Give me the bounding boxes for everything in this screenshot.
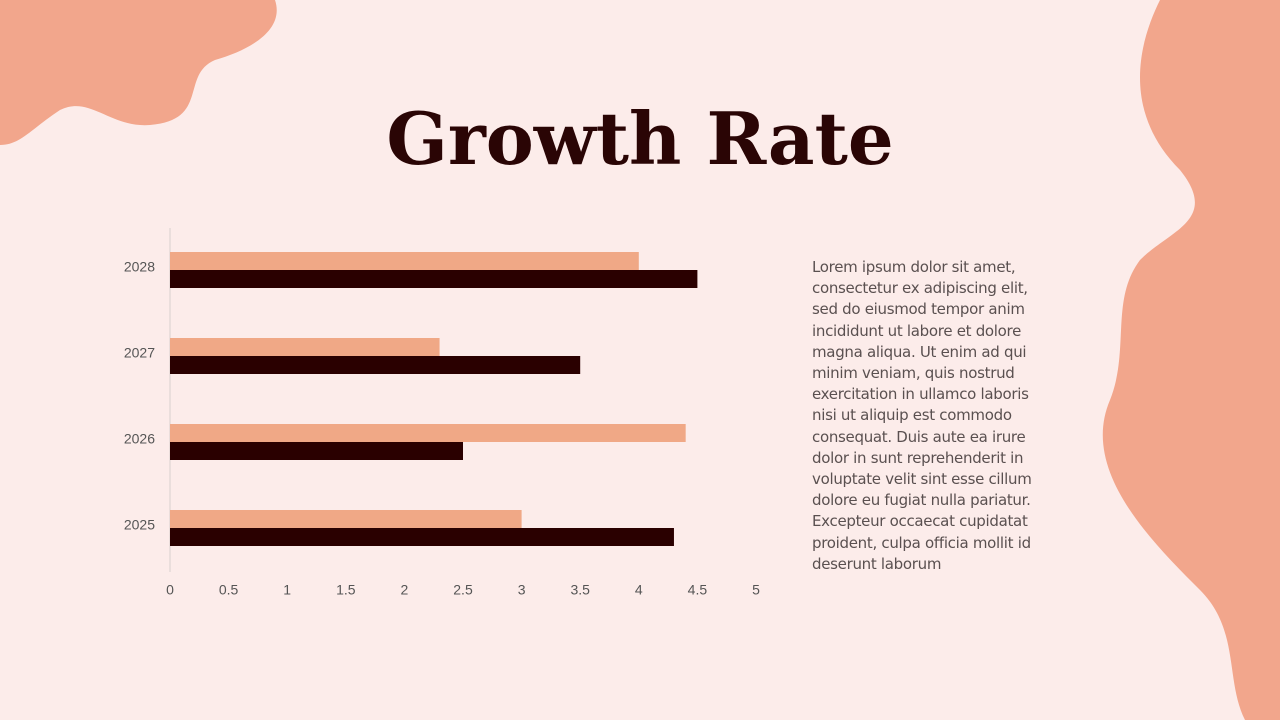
bar <box>170 338 440 356</box>
bar <box>170 356 581 374</box>
bar <box>170 442 463 460</box>
bar <box>170 510 522 528</box>
y-tick-label: 2028 <box>124 259 155 275</box>
chart-title: Growth Rate <box>386 96 893 181</box>
x-tick-label: 4 <box>635 582 643 598</box>
x-tick-label: 2.5 <box>453 582 473 598</box>
body-text: Lorem ipsum dolor sit amet, consectetur … <box>812 258 1032 573</box>
x-tick-label: 0.5 <box>219 582 239 598</box>
decor-blob <box>1102 0 1280 720</box>
bar <box>170 424 686 442</box>
bar <box>170 252 639 270</box>
x-tick-label: 2 <box>401 582 409 598</box>
x-tick-label: 4.5 <box>688 582 708 598</box>
x-tick-label: 1.5 <box>336 582 356 598</box>
y-tick-label: 2026 <box>124 431 155 447</box>
x-tick-label: 0 <box>166 582 174 598</box>
y-tick-label: 2027 <box>124 345 155 361</box>
decor-blob <box>0 0 277 145</box>
x-tick-label: 1 <box>283 582 291 598</box>
x-tick-label: 3.5 <box>570 582 590 598</box>
x-tick-label: 5 <box>752 582 760 598</box>
bar <box>170 528 674 546</box>
x-tick-label: 3 <box>518 582 526 598</box>
y-tick-label: 2025 <box>124 517 155 533</box>
bar <box>170 270 698 288</box>
